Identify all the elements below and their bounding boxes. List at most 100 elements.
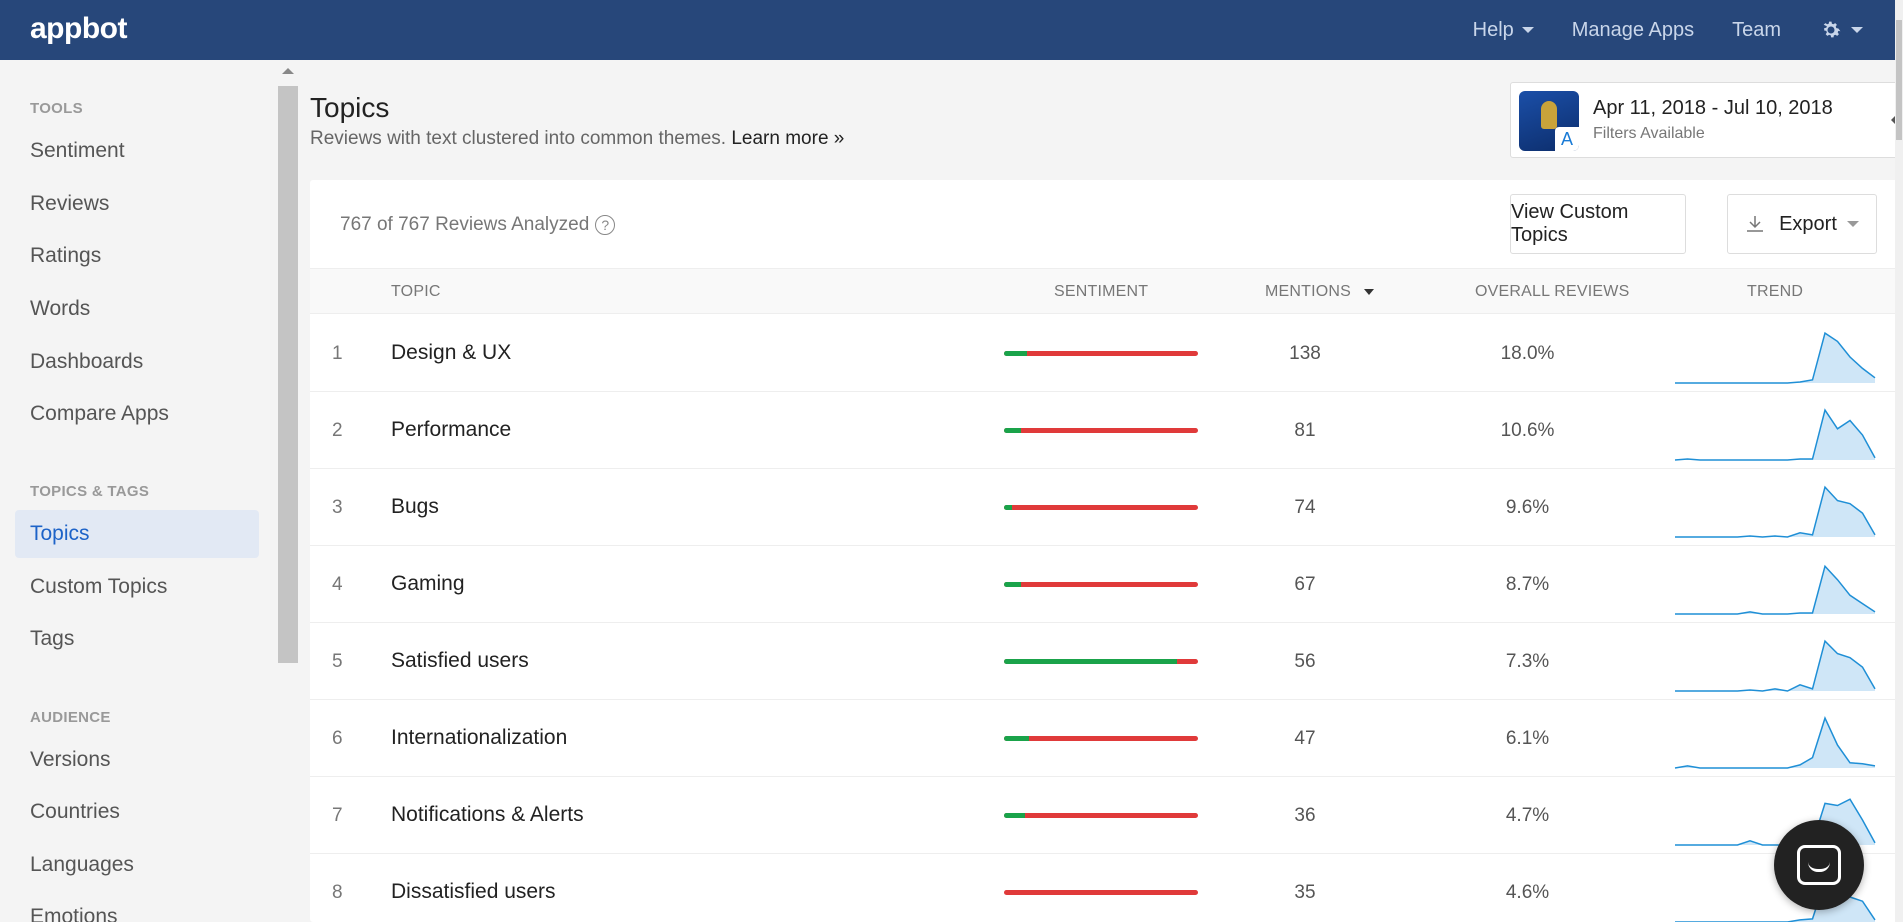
sidebar-section-topics-tags: TOPICS & TAGS — [30, 483, 150, 500]
sidebar-item-compare-apps[interactable]: Compare Apps — [30, 402, 169, 425]
column-header-topic[interactable]: TOPIC — [391, 283, 441, 300]
table-row[interactable]: 1 Design & UX 138 18.0% — [310, 315, 1900, 392]
sentiment-positive-fill — [1004, 582, 1022, 587]
topic-name[interactable]: Performance — [391, 418, 512, 441]
sidebar-item-reviews[interactable]: Reviews — [30, 192, 110, 215]
sidebar-item-words[interactable]: Words — [30, 297, 91, 320]
topic-name[interactable]: Dissatisfied users — [391, 880, 556, 903]
chat-launcher-button[interactable] — [1774, 820, 1864, 910]
mentions-count: 35 — [1294, 882, 1316, 903]
topic-name[interactable]: Notifications & Alerts — [391, 803, 584, 826]
sidebar-item-versions[interactable]: Versions — [30, 748, 111, 771]
export-button[interactable]: Export — [1727, 194, 1877, 254]
trend-line — [1675, 564, 1876, 615]
column-header-sentiment[interactable]: SENTIMENT — [1054, 283, 1149, 300]
trend-line — [1675, 485, 1876, 538]
sentiment-positive-fill — [1004, 659, 1177, 664]
table-row[interactable]: 2 Performance 81 10.6% — [310, 392, 1900, 469]
trend-area — [1675, 566, 1875, 614]
trend-sparkline — [1675, 639, 1876, 692]
page-subtitle: Reviews with text clustered into common … — [310, 128, 844, 150]
sidebar-item-dashboards[interactable]: Dashboards — [30, 350, 144, 373]
help-menu[interactable]: Help — [1473, 19, 1534, 42]
sidebar-scrollbar-thumb[interactable] — [278, 86, 298, 663]
help-circle-icon[interactable]: ? — [595, 215, 616, 235]
overall-reviews-percent: 4.6% — [1505, 882, 1550, 903]
table-row[interactable]: 5 Satisfied users 56 7.3% — [310, 623, 1900, 700]
table-row[interactable]: 3 Bugs 74 9.6% — [310, 469, 1900, 546]
trend-line — [1674, 716, 1876, 769]
sidebar-item-languages[interactable]: Languages — [30, 853, 134, 876]
reviews-analyzed-text: 767 of 767 Reviews Analyzed — [340, 214, 590, 235]
trend-sparkline — [1674, 408, 1876, 461]
download-icon — [1747, 216, 1764, 232]
table-header: TOPIC SENTIMENT MENTIONS OVERALL REVIEWS… — [310, 268, 1900, 314]
table-row[interactable]: 4 Gaming 67 8.7% — [310, 546, 1900, 623]
topic-name[interactable]: Internationalization — [391, 726, 568, 749]
sidebar-item-countries[interactable]: Countries — [30, 800, 120, 823]
column-header-mentions[interactable]: MENTIONS — [1265, 283, 1374, 301]
overall-reviews-percent: 7.3% — [1505, 651, 1550, 672]
sentiment-bar — [1004, 582, 1198, 587]
help-label: Help — [1472, 18, 1514, 41]
learn-more-link[interactable]: Learn more » — [731, 128, 845, 149]
page-scrollbar[interactable] — [1895, 0, 1903, 922]
sidebar-item-ratings[interactable]: Ratings — [30, 244, 102, 267]
date-range-text: Apr 11, 2018 - Jul 10, 2018 — [1593, 97, 1833, 119]
table-row[interactable]: 8 Dissatisfied users 35 4.6% — [310, 854, 1900, 922]
top-nav: Help Manage Apps Team — [1435, 0, 1863, 60]
page-scrollbar-thumb[interactable] — [1896, 20, 1902, 140]
sidebar-item-tags[interactable]: Tags — [30, 627, 75, 650]
column-header-overall-reviews[interactable]: OVERALL REVIEWS — [1475, 283, 1630, 300]
scroll-up-arrow-icon[interactable] — [282, 68, 294, 74]
overall-reviews-percent: 9.6% — [1505, 497, 1550, 518]
sentiment-bar — [1004, 736, 1198, 741]
row-number: 2 — [332, 420, 343, 441]
trend-sparkline — [1675, 564, 1876, 615]
sidebar-item-topics[interactable]: Topics — [15, 510, 259, 558]
chevron-down-icon — [1851, 27, 1863, 33]
table-row[interactable]: 7 Notifications & Alerts 36 4.7% — [310, 777, 1900, 854]
topic-name[interactable]: Design & UX — [391, 341, 512, 364]
row-number: 1 — [332, 343, 343, 364]
row-number: 8 — [332, 882, 343, 903]
sidebar-item-custom-topics[interactable]: Custom Topics — [30, 575, 168, 598]
trend-area — [1675, 641, 1875, 691]
page-subtitle-text: Reviews with text clustered into common … — [310, 128, 727, 149]
trend-area — [1675, 410, 1875, 460]
overall-reviews-percent: 8.7% — [1505, 574, 1550, 595]
trend-sparkline — [1675, 485, 1876, 538]
appbot-logo[interactable]: appbot — [30, 12, 127, 45]
sentiment-positive-fill — [1004, 351, 1028, 356]
sidebar: TOOLS Sentiment Reviews Ratings Words Da… — [0, 60, 276, 922]
view-custom-topics-button[interactable]: View Custom Topics — [1510, 194, 1686, 254]
chevron-down-icon — [1846, 221, 1859, 227]
reviews-analyzed: 767 of 767 Reviews Analyzed ? — [340, 214, 616, 236]
team-link[interactable]: Team — [1732, 18, 1781, 41]
chevron-left-icon[interactable] — [1891, 114, 1897, 126]
sentiment-positive-fill — [1004, 505, 1012, 510]
chat-icon — [1797, 845, 1841, 885]
topic-name[interactable]: Satisfied users — [391, 649, 529, 672]
mentions-count: 138 — [1289, 343, 1321, 364]
sidebar-item-emotions[interactable]: Emotions — [30, 905, 118, 922]
mentions-header-label: MENTIONS — [1265, 283, 1352, 300]
manage-apps-link[interactable]: Manage Apps — [1571, 18, 1695, 41]
mentions-count: 81 — [1294, 420, 1316, 441]
trend-line — [1674, 408, 1876, 461]
sidebar-item-sentiment[interactable]: Sentiment — [30, 139, 125, 162]
topic-name[interactable]: Bugs — [391, 495, 439, 518]
sentiment-positive-fill — [1004, 428, 1022, 433]
topic-name[interactable]: Gaming — [391, 572, 465, 595]
settings-menu[interactable] — [1819, 18, 1863, 42]
date-range-filter[interactable]: A Apr 11, 2018 - Jul 10, 2018 Filters Av… — [1510, 82, 1900, 158]
row-number: 7 — [332, 805, 343, 826]
app-icon: A — [1519, 91, 1579, 151]
trend-line — [1675, 639, 1876, 692]
sentiment-positive-fill — [1004, 736, 1030, 741]
app-store-icon: A — [1555, 127, 1579, 151]
topics-card: 767 of 767 Reviews Analyzed ? View Custo… — [310, 180, 1900, 922]
sentiment-bar — [1004, 659, 1198, 664]
table-row[interactable]: 6 Internationalization 47 6.1% — [310, 700, 1900, 777]
overall-reviews-percent: 18.0% — [1500, 343, 1555, 364]
